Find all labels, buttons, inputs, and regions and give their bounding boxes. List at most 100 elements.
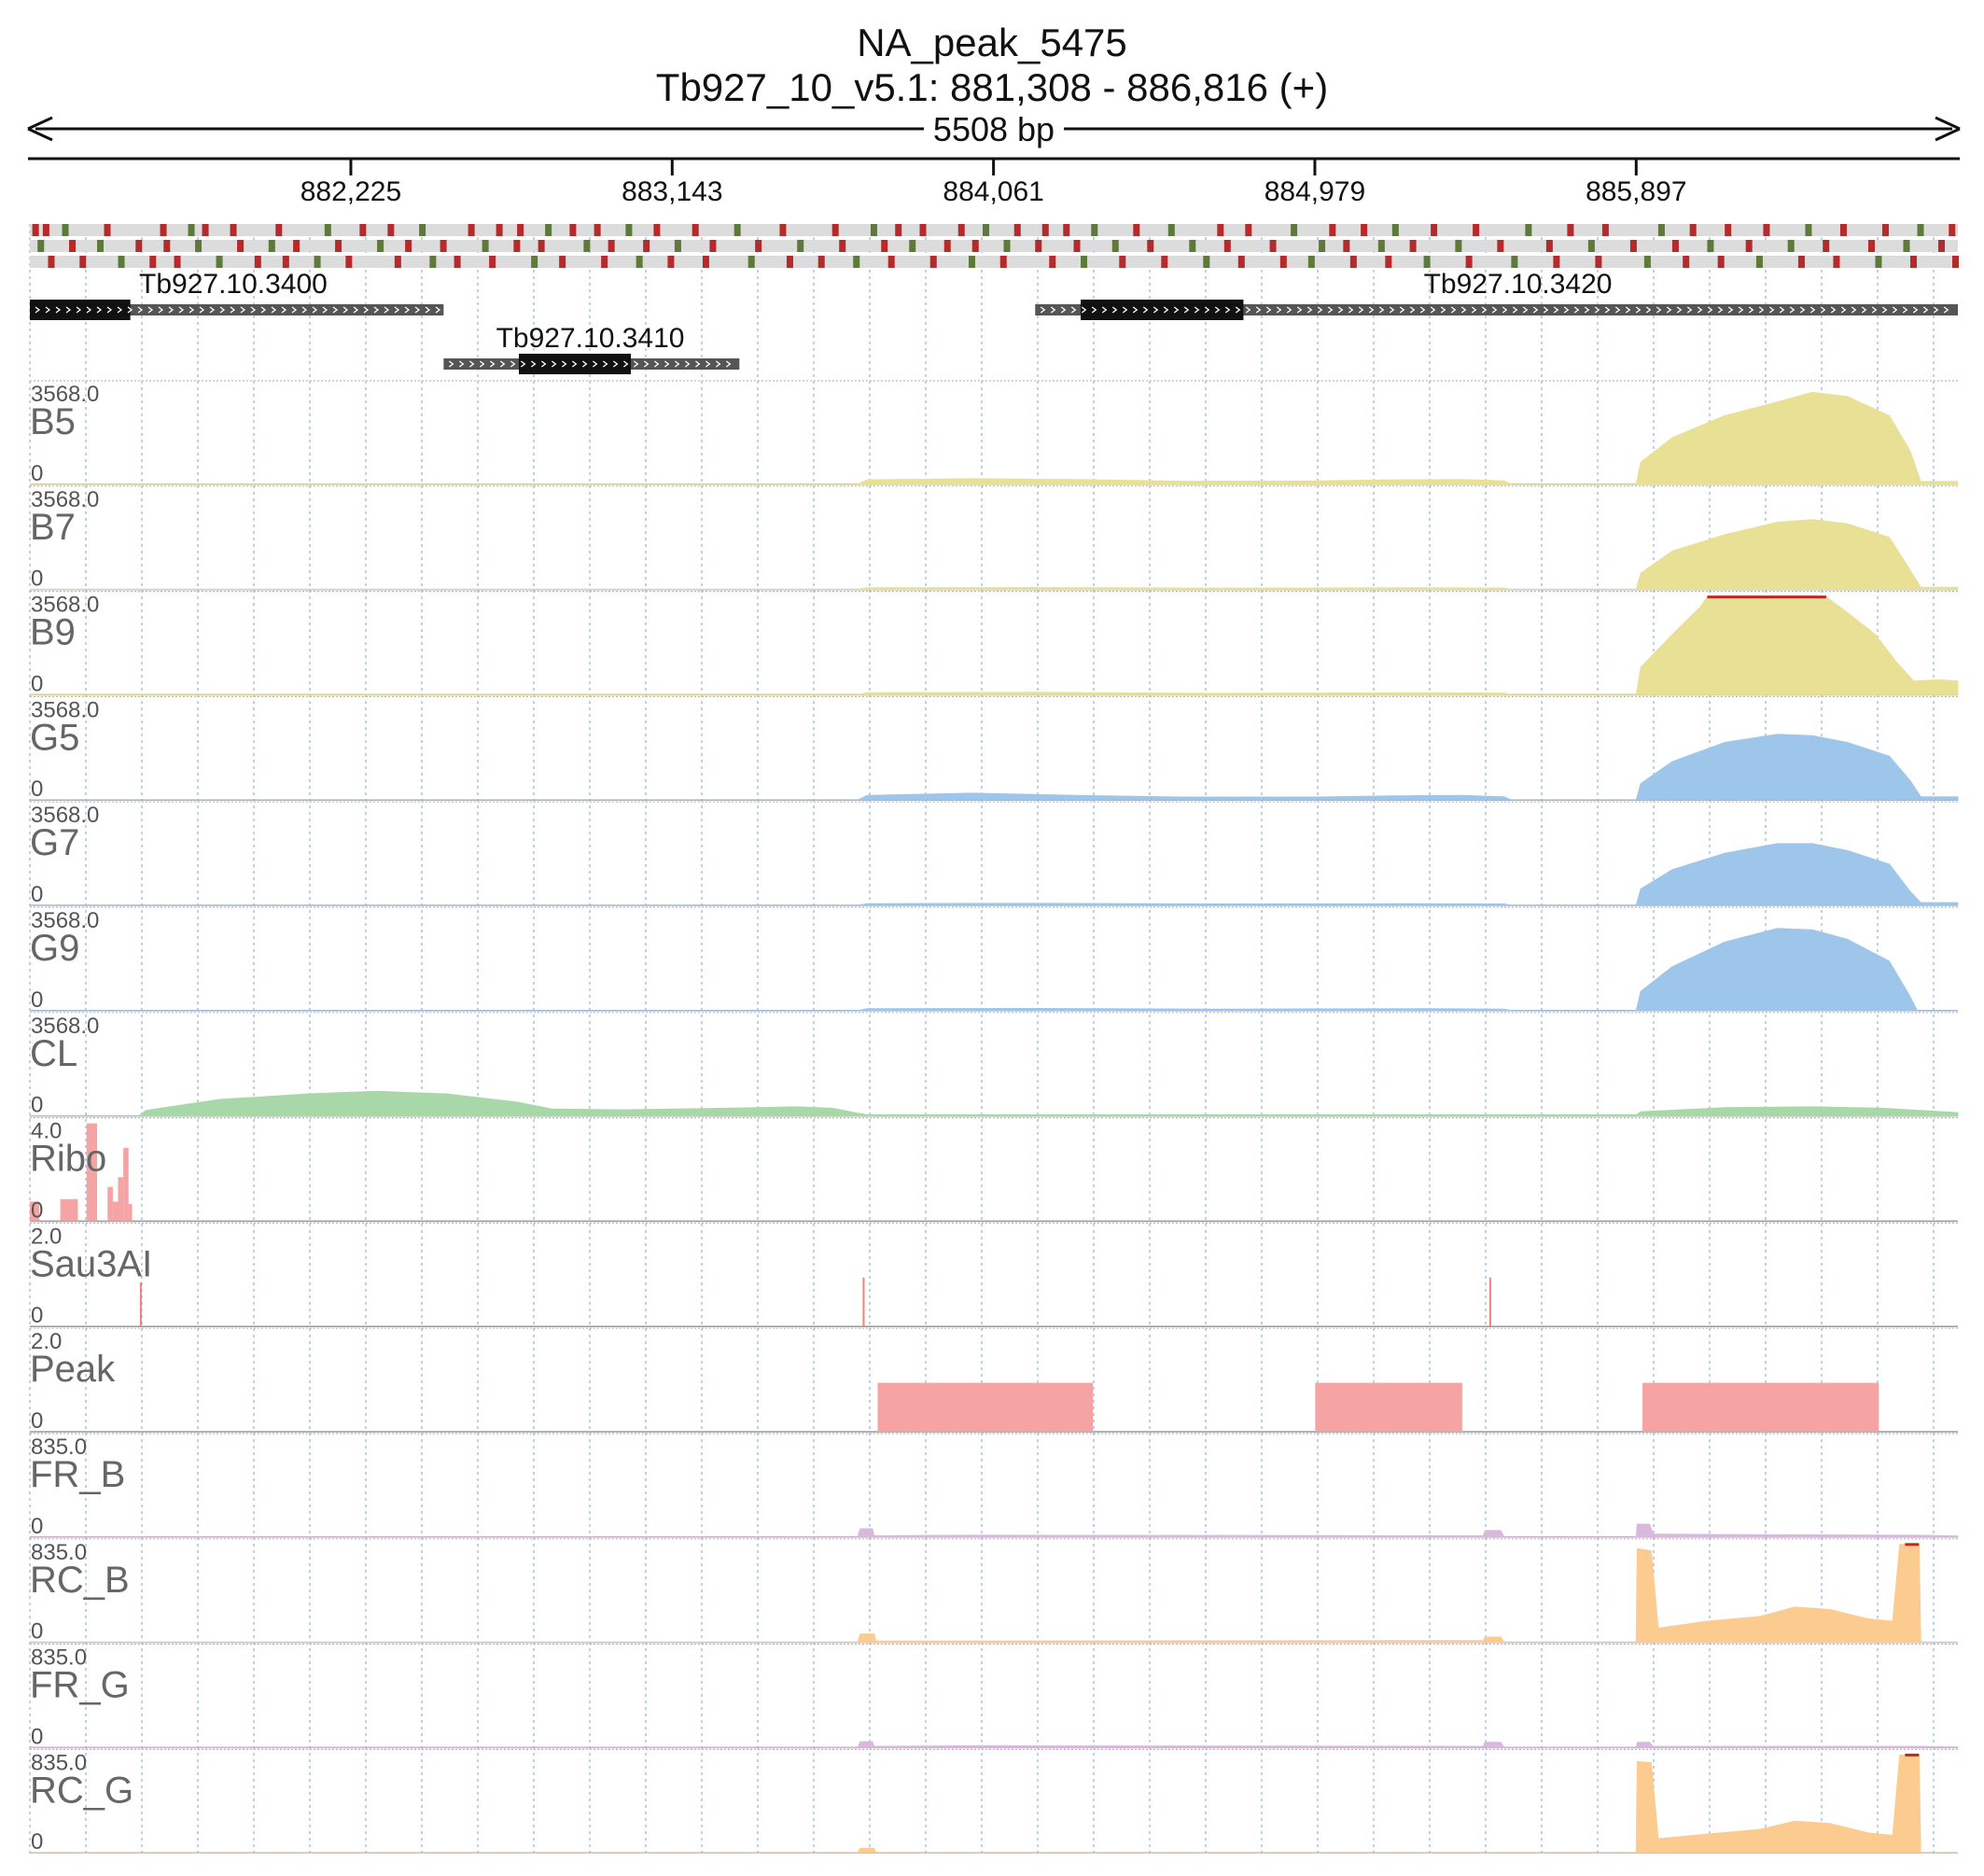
variant-mark bbox=[545, 224, 552, 236]
variant-mark bbox=[429, 256, 437, 268]
track-fr-b: 835.0FR_B 0 bbox=[30, 1433, 1959, 1539]
strand-arrow-icon bbox=[1276, 306, 1282, 314]
track-g9: 3568.0G9 0 bbox=[30, 906, 1958, 1013]
track-name-label: FR_B bbox=[30, 1454, 125, 1495]
bar-mark bbox=[30, 1201, 40, 1222]
strand-arrow-icon bbox=[76, 306, 82, 314]
track-max-label: 835.0 bbox=[31, 1435, 87, 1460]
variant-mark bbox=[1307, 256, 1315, 268]
strand-arrow-icon bbox=[1881, 306, 1888, 314]
variant-row bbox=[30, 240, 1958, 252]
strand-arrow-icon bbox=[35, 306, 41, 314]
variant-row bbox=[30, 224, 1958, 236]
gene-tb927-10-3400[interactable]: Tb927.10.3400 bbox=[30, 269, 444, 320]
variant-mark bbox=[268, 240, 275, 252]
variant-mark bbox=[1091, 224, 1098, 236]
strand-arrow-icon bbox=[561, 360, 567, 368]
strand-arrow-icon bbox=[1943, 306, 1949, 314]
variant-mark bbox=[1203, 256, 1210, 268]
gene-tb927-10-3420[interactable]: Tb927.10.3420 bbox=[1035, 269, 1958, 320]
strand-arrow-icon bbox=[158, 306, 164, 314]
coverage-area bbox=[30, 928, 1958, 1012]
strand-arrow-icon bbox=[342, 306, 349, 314]
track-name-label: B5 bbox=[30, 401, 76, 442]
strand-arrow-icon bbox=[489, 360, 496, 368]
variant-mark bbox=[275, 224, 283, 236]
variant-mark bbox=[1545, 240, 1553, 252]
variant-mark bbox=[929, 256, 937, 268]
strand-arrow-icon bbox=[1532, 306, 1539, 314]
strand-arrow-icon bbox=[45, 306, 51, 314]
variant-mark bbox=[797, 240, 804, 252]
bar-mark bbox=[112, 1201, 119, 1222]
track-max-label: 4.0 bbox=[31, 1119, 62, 1144]
variant-mark bbox=[1409, 240, 1417, 252]
strand-arrow-icon bbox=[425, 306, 431, 314]
variant-mark bbox=[1823, 240, 1830, 252]
strand-arrow-icon bbox=[612, 360, 619, 368]
strand-arrow-icon bbox=[332, 306, 339, 314]
strand-arrow-icon bbox=[1820, 306, 1826, 314]
gene-tb927-10-3410[interactable]: Tb927.10.3410 bbox=[443, 323, 740, 374]
variant-mark bbox=[1601, 224, 1609, 236]
strand-arrow-icon bbox=[127, 306, 133, 314]
variant-mark bbox=[709, 240, 717, 252]
track-name-label: Ribo bbox=[30, 1139, 106, 1180]
tick-label: 884,979 bbox=[1264, 176, 1365, 207]
strand-arrow-icon bbox=[571, 360, 578, 368]
strand-arrow-icon bbox=[715, 360, 721, 368]
variant-mark bbox=[1683, 256, 1690, 268]
track-name-label: G9 bbox=[30, 928, 79, 969]
strand-arrow-icon bbox=[1091, 306, 1097, 314]
coverage-area bbox=[30, 1090, 1959, 1117]
strand-arrow-icon bbox=[520, 360, 526, 368]
strand-arrow-icon bbox=[1933, 306, 1939, 314]
track-min-label: 0 bbox=[31, 567, 43, 592]
track-rc-b: 835.0RC_B 0 bbox=[30, 1538, 1958, 1645]
track-min-label: 0 bbox=[31, 1619, 43, 1645]
strand-arrow-icon bbox=[373, 306, 380, 314]
strand-arrow-icon bbox=[414, 306, 421, 314]
strand-arrow-icon bbox=[530, 360, 537, 368]
strand-arrow-icon bbox=[1419, 306, 1426, 314]
variant-mark bbox=[1049, 256, 1056, 268]
variant-mark bbox=[895, 224, 902, 236]
coverage-area bbox=[30, 1741, 1959, 1748]
arrow-left-icon bbox=[27, 116, 53, 142]
variant-mark bbox=[1755, 256, 1763, 268]
variant-mark bbox=[643, 240, 650, 252]
variant-mark bbox=[971, 240, 979, 252]
strand-arrow-icon bbox=[1348, 306, 1354, 314]
strand-arrow-icon bbox=[1286, 306, 1292, 314]
track-min-label: 0 bbox=[31, 777, 43, 802]
variant-mark bbox=[909, 240, 916, 252]
track-max-label: 835.0 bbox=[31, 1540, 87, 1565]
variant-mark bbox=[1431, 224, 1438, 236]
track-max-label: 3568.0 bbox=[31, 803, 99, 828]
variant-mark bbox=[594, 224, 601, 236]
coverage-area bbox=[30, 734, 1959, 801]
variant-mark bbox=[216, 256, 223, 268]
track-name-label: FR_G bbox=[30, 1665, 130, 1706]
strand-arrow-icon bbox=[1656, 306, 1662, 314]
variant-mark bbox=[405, 240, 412, 252]
bar-mark bbox=[86, 1123, 98, 1222]
variant-mark bbox=[653, 224, 661, 236]
strand-arrow-icon bbox=[281, 306, 287, 314]
track-rc-g: 835.0RC_G 0 bbox=[30, 1748, 1958, 1855]
strand-arrow-icon bbox=[1317, 306, 1323, 314]
variant-mark bbox=[1223, 240, 1231, 252]
variant-mark bbox=[1465, 256, 1473, 268]
strand-arrow-icon bbox=[1563, 306, 1570, 314]
strand-arrow-icon bbox=[106, 306, 113, 314]
tick-label: 883,143 bbox=[622, 176, 722, 207]
variant-mark bbox=[968, 256, 975, 268]
variant-mark bbox=[943, 240, 951, 252]
variant-mark bbox=[1119, 256, 1126, 268]
track-min-label: 0 bbox=[31, 1197, 43, 1223]
variant-mark bbox=[387, 224, 395, 236]
strand-arrow-icon bbox=[363, 306, 370, 314]
variant-mark bbox=[1013, 224, 1021, 236]
